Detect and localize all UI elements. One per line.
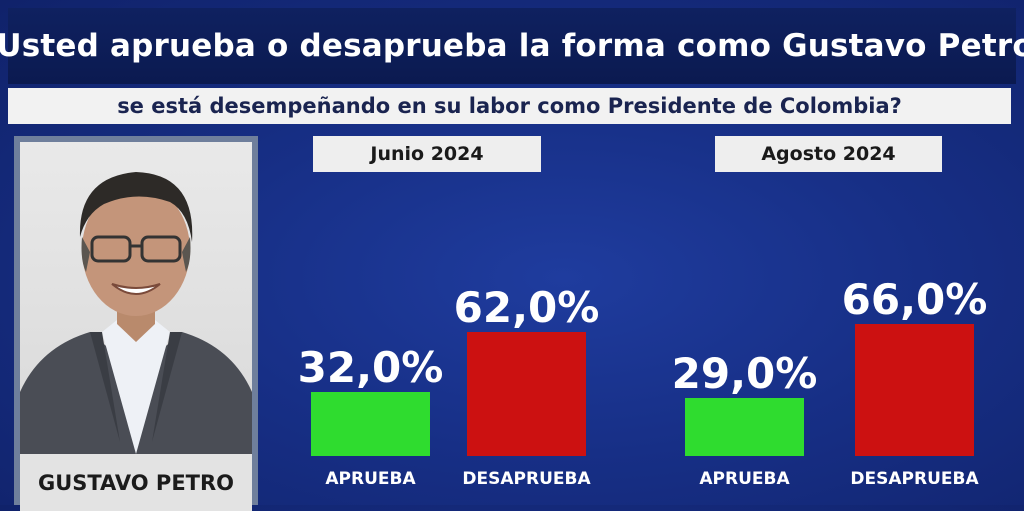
person-name-bar: GUSTAVO PETRO	[20, 454, 252, 511]
category-label: APRUEBA	[325, 469, 416, 489]
period-title: Junio 2024	[370, 143, 484, 165]
person-portrait-icon	[20, 172, 252, 454]
bar-aprueba-1	[685, 398, 804, 456]
chart-title: ¿Usted aprueba o desaprueba la forma com…	[0, 28, 1024, 64]
bar-desaprueba-1	[855, 324, 974, 456]
chart-subtitle: se está desempeñando en su labor como Pr…	[117, 94, 902, 118]
value-label: 66,0%	[842, 275, 988, 324]
period-title: Agosto 2024	[761, 143, 896, 165]
bar-desaprueba-0	[467, 332, 586, 456]
value-label: 29,0%	[672, 349, 818, 398]
person-name: GUSTAVO PETRO	[37, 470, 235, 495]
subtitle-bar: se está desempeñando en su labor como Pr…	[8, 88, 1011, 124]
person-photo	[20, 142, 252, 454]
category-label: APRUEBA	[699, 469, 790, 489]
value-label: 32,0%	[298, 343, 444, 392]
value-label: 62,0%	[454, 283, 600, 332]
period-label-agosto: Agosto 2024	[715, 136, 942, 172]
bar-aprueba-0	[311, 392, 430, 456]
category-label: DESAPRUEBA	[850, 469, 979, 489]
person-panel: GUSTAVO PETRO	[14, 136, 258, 511]
title-bar: ¿Usted aprueba o desaprueba la forma com…	[0, 8, 1024, 84]
period-label-junio: Junio 2024	[313, 136, 541, 172]
category-label: DESAPRUEBA	[462, 469, 591, 489]
